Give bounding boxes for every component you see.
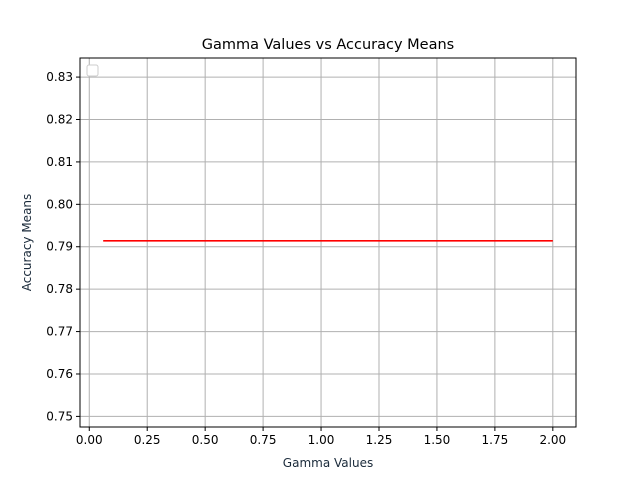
x-tick-label: 1.50 <box>424 433 451 447</box>
x-tick-label: 0.25 <box>134 433 161 447</box>
x-tick-label: 1.25 <box>366 433 393 447</box>
x-tick-label: 2.00 <box>539 433 566 447</box>
y-tick-label: 0.82 <box>46 113 73 127</box>
chart-title: Gamma Values vs Accuracy Means <box>202 37 454 53</box>
legend-box <box>86 64 99 77</box>
y-tick-label: 0.80 <box>46 197 73 211</box>
y-tick-label: 0.75 <box>46 409 73 423</box>
y-tick-label: 0.77 <box>46 325 73 339</box>
plot-area-frame <box>79 57 577 428</box>
x-tick-label: 0.00 <box>76 433 103 447</box>
x-tick-label: 0.75 <box>250 433 277 447</box>
axis-ticks: 0.00 0.25 0.50 0.75 1.00 1.25 1.50 1.75 2.00 0.75… <box>46 70 566 447</box>
x-tick-label: 1.75 <box>482 433 509 447</box>
grid-lines <box>80 58 576 427</box>
y-tick-label: 0.81 <box>46 155 73 169</box>
x-tick-label: 1.00 <box>308 433 335 447</box>
x-axis-label: Gamma Values <box>283 456 373 470</box>
y-tick-label: 0.83 <box>46 70 73 84</box>
x-tick-label: 0.50 <box>192 433 219 447</box>
y-tick-label: 0.78 <box>46 282 73 296</box>
y-axis-label: Accuracy Means <box>20 194 34 292</box>
y-tick-label: 0.76 <box>46 367 73 381</box>
y-tick-label: 0.79 <box>46 240 73 254</box>
